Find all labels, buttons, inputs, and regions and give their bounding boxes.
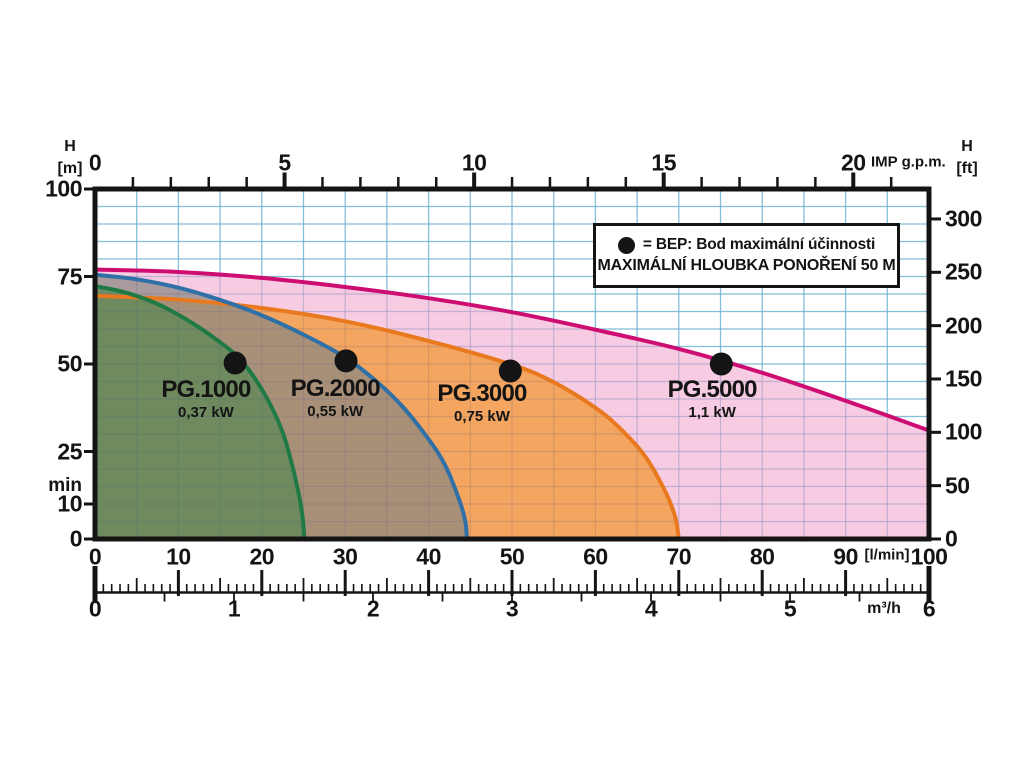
- bep-point-pg-2000: [334, 349, 358, 373]
- bep-point-pg-1000: [223, 351, 247, 375]
- curve-pg-2000: [93, 272, 469, 541]
- curve-pg-3000: [93, 293, 681, 541]
- bep-point-pg-3000: [498, 359, 522, 383]
- curve-pg-5000: [93, 267, 931, 433]
- bep-point-pg-5000: [709, 352, 733, 376]
- area-pg-1000: [95, 285, 305, 539]
- curve-pg-1000: [93, 283, 307, 541]
